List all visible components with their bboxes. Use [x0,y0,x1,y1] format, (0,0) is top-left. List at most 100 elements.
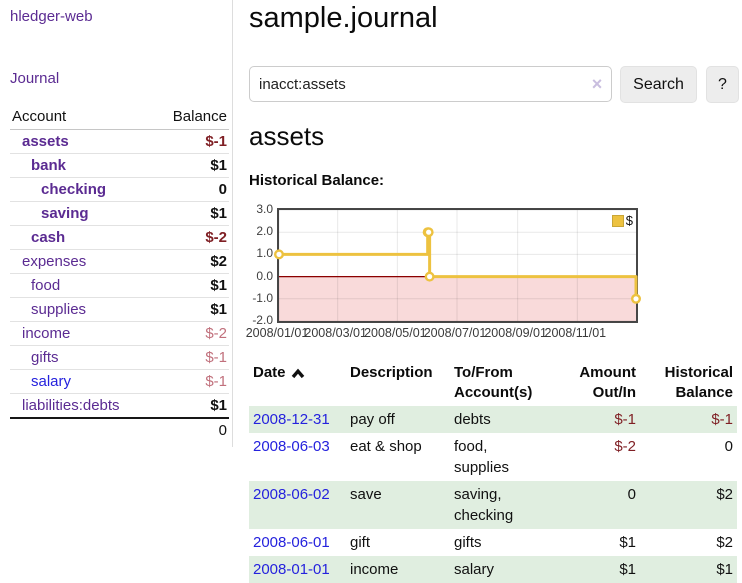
chart-x-axis-labels: 2008/01/01 2008/03/01 2008/05/01 2008/07/01… [246,326,638,342]
accounts-header-balance: Balance [153,104,229,130]
x-axis-tick-label: 2008/11/01 [544,326,607,340]
transaction-date-link[interactable]: 2008-01-01 [253,561,330,578]
transaction-amount: $1 [619,534,636,551]
x-axis-tick-label: 2008/05/01 [364,326,427,340]
register-row: 2008-06-03 eat & shop food, supplies $-2… [249,433,737,481]
register-header-balance-line2: Balance [675,384,733,401]
register-header-amount-line2: Out/In [592,384,636,401]
transaction-description: gift [350,534,371,551]
transaction-description: income [350,561,399,578]
account-link-liabilities-debts[interactable]: liabilities:debts [22,397,120,414]
account-link-cash[interactable]: cash [31,229,66,246]
accounts-table-header: Account Balance [10,104,229,130]
account-link-assets[interactable]: assets [22,133,69,150]
account-balance: $-1 [153,345,229,370]
x-axis-tick-label: 2008/01/01 [245,326,309,340]
transaction-balance: $2 [716,534,733,551]
transaction-description: eat & shop [350,438,422,455]
transaction-balance: 0 [724,438,733,455]
transaction-date-link[interactable]: 2008-12-31 [253,411,330,428]
register-row: 2008-06-02 save saving, checking 0 $2 [249,481,737,529]
accounts-total-balance: 0 [153,417,229,442]
account-link-bank[interactable]: bank [31,157,67,174]
sidebar-item-journal[interactable]: Journal [10,70,60,87]
chart-legend: $ [611,213,633,228]
account-balance: 0 [153,177,229,202]
transaction-date-link[interactable]: 2008-06-01 [253,534,330,551]
transaction-amount: $1 [619,561,636,578]
search-bar: × Search ? [249,66,742,104]
app-brand-link[interactable]: hledger-web [10,8,93,25]
transaction-amount: $-2 [614,438,636,455]
accounts-total-row: 0 [10,417,229,442]
account-balance: $-2 [153,225,229,250]
transaction-balance: $2 [716,486,733,503]
y-axis-tick-label: 0.0 [256,268,273,283]
register-header-accounts: To/From Account(s) [450,360,550,406]
search-button[interactable]: Search [620,66,697,103]
account-balance: $-2 [153,321,229,346]
help-button[interactable]: ? [706,66,739,103]
register-header-balance: Historical Balance [640,360,737,406]
register-header-amount-line1: Amount [579,364,636,381]
account-balance: $1 [153,153,229,178]
chart-y-axis-labels: 3.0 2.0 1.0 0.0 -1.0 -2.0 [249,202,273,327]
sort-by-date-link[interactable]: Date [253,363,305,383]
account-link-expenses[interactable]: expenses [22,253,87,270]
transaction-accounts: saving, checking [454,486,514,524]
register-header-date: Date [253,364,286,381]
account-balance: $1 [153,273,229,298]
account-row-supplies: supplies $1 [10,297,229,322]
account-balance: $1 [153,201,229,226]
account-link-salary[interactable]: salary [31,373,72,390]
account-row-assets: assets $-1 [10,129,229,154]
y-axis-tick-label: -1.0 [252,290,273,305]
transaction-description: save [350,486,382,503]
register-row: 2008-06-01 gift gifts $1 $2 [249,529,737,556]
account-balance: $2 [153,249,229,274]
transaction-balance: $-1 [711,411,733,428]
account-balance: $-1 [153,129,229,154]
transaction-accounts: food, supplies [454,438,510,476]
main-content: sample.journal × Search ? assets Histori… [246,0,742,583]
account-row-food: food $1 [10,273,229,298]
page-title: sample.journal [249,2,438,34]
transaction-accounts: salary [454,561,495,578]
register-header-amount: Amount Out/In [550,360,640,406]
register-header-description: Description [350,364,433,381]
x-axis-tick-label: 2008/09/01 [484,326,547,340]
clear-search-icon[interactable]: × [591,74,603,94]
chart-section-label: Historical Balance: [249,172,385,189]
account-row-expenses: expenses $2 [10,249,229,274]
account-row-liabilities-debts: liabilities:debts $1 [10,393,229,419]
transaction-amount: $-1 [614,411,636,428]
register-row: 2008-01-01 income salary $1 $1 [249,556,737,583]
account-link-gifts[interactable]: gifts [31,349,59,366]
legend-swatch-icon [611,214,624,227]
account-balance: $1 [153,297,229,322]
transaction-balance: $1 [716,561,733,578]
register-header-accounts-line2: Account(s) [454,384,533,401]
account-balance: $1 [153,393,229,419]
transaction-date-link[interactable]: 2008-06-03 [253,438,330,455]
account-row-cash: cash $-2 [10,225,229,250]
y-axis-tick-label: -2.0 [252,313,273,327]
y-axis-tick-label: 2.0 [256,224,273,239]
register-header-accounts-line1: To/From [454,364,513,381]
search-input[interactable] [249,66,612,102]
register-table: Date Description To/From Account(s) Amou… [249,360,737,583]
account-link-supplies[interactable]: supplies [31,301,87,318]
account-link-food[interactable]: food [31,277,61,294]
account-row-gifts: gifts $-1 [10,345,229,370]
transaction-amount: 0 [627,486,636,503]
legend-label: $ [625,213,633,228]
account-link-saving[interactable]: saving [41,205,89,222]
register-row: 2008-12-31 pay off debts $-1 $-1 [249,406,737,433]
sidebar: hledger-web Journal Account Balance asse… [0,0,233,447]
transaction-date-link[interactable]: 2008-06-02 [253,486,330,503]
transaction-accounts: debts [454,411,491,428]
account-link-checking[interactable]: checking [41,181,107,198]
account-link-income[interactable]: income [22,325,71,342]
accounts-header-account: Account [10,104,154,130]
historical-balance-chart: 3.0 2.0 1.0 0.0 -1.0 -2.0 $ 2008/01/01 2008/03… [246,200,709,348]
